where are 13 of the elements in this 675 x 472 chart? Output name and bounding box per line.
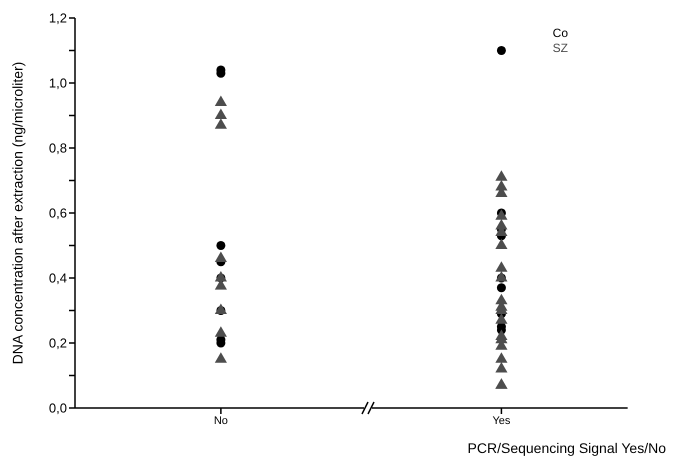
y-axis-title: DNA concentration after extraction (ng/microliter) [9,62,25,364]
x-tick-label: No [214,414,228,427]
text: Co [552,26,568,41]
y-tick-label: 0,2 [48,336,67,351]
text: SZ [552,41,568,56]
y-tick-label: 0,8 [48,140,67,156]
y-tick-label: 1,2 [48,10,67,26]
x-tick-label: Yes [492,414,511,427]
y-tick-label: 0,4 [48,270,67,286]
x-axis-title: PCR/Sequencing Signal Yes/No [468,440,666,456]
y-tick-label: 1,0 [48,76,67,91]
y-tick-label: 0,6 [48,206,67,221]
y-tick-label: 0,0 [48,400,67,416]
